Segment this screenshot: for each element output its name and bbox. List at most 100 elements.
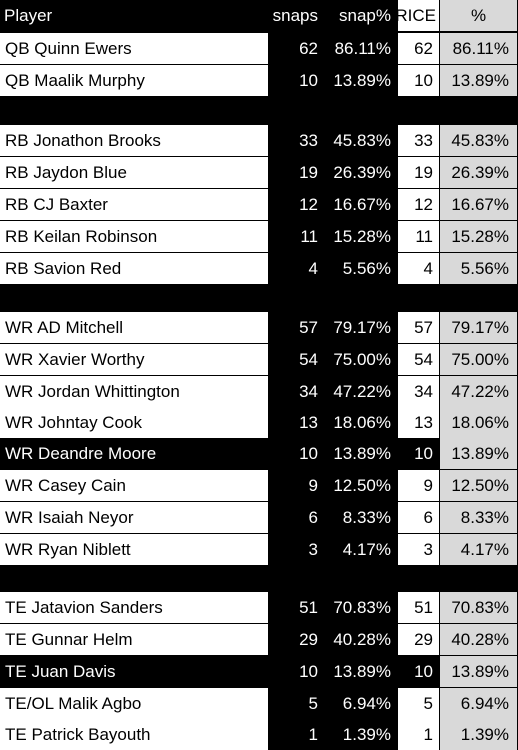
rice-pct-cell: 26.39% [440,157,518,188]
rice-cell: 4 [398,253,440,284]
table-row: TE Jatavion Sanders 51 70.83% 51 70.83% [0,592,518,623]
table-row: WR AD Mitchell 57 79.17% 57 79.17% [0,312,518,343]
table-row: RB Savion Red 4 5.56% 4 5.56% [0,253,518,284]
player-cell: TE Gunnar Helm [0,624,269,655]
rice-cell: 6 [398,502,440,533]
table-row: WR Isaiah Neyor 6 8.33% 6 8.33% [0,502,518,533]
snap-pct-cell: 6.94% [325,688,398,719]
player-cell: RB Savion Red [0,253,269,284]
header-snaps: snaps [269,0,325,31]
table-row: WR Casey Cain 9 12.50% 9 12.50% [0,470,518,501]
snaps-cell: 12 [269,189,325,220]
player-cell: TE Juan Davis [0,656,269,687]
player-cell: WR Deandre Moore [0,438,269,469]
rice-cell: 10 [398,438,440,469]
rice-cell: 3 [398,534,440,565]
snaps-cell: 13 [269,407,325,438]
player-cell: WR Ryan Niblett [0,534,269,565]
table-row: QB Quinn Ewers 62 86.11% 62 86.11% [0,33,518,64]
rice-pct-cell: 16.67% [440,189,518,220]
snap-pct-cell: 5.56% [325,253,398,284]
snaps-cell: 6 [269,502,325,533]
rice-cell: 9 [398,470,440,501]
rice-cell: 12 [398,189,440,220]
snaps-cell: 10 [269,65,325,96]
table-row: TE Juan Davis 10 13.89% 10 13.89% [0,656,518,687]
rice-pct-cell: 47.22% [440,376,518,407]
rice-cell: 54 [398,344,440,375]
snap-pct-cell: 79.17% [325,312,398,343]
rice-cell: 62 [398,33,440,64]
table-row: RB Keilan Robinson 11 15.28% 11 15.28% [0,221,518,252]
rice-pct-cell: 12.50% [440,470,518,501]
snaps-cell: 10 [269,656,325,687]
snap-pct-cell: 26.39% [325,157,398,188]
snaps-cell: 11 [269,221,325,252]
player-cell: WR Casey Cain [0,470,269,501]
snap-pct-cell: 70.83% [325,592,398,623]
player-cell: RB Jonathon Brooks [0,125,269,156]
table-row: RB CJ Baxter 12 16.67% 12 16.67% [0,189,518,220]
rice-cell: 1 [398,719,440,750]
rice-pct-cell: 6.94% [440,688,518,719]
rice-cell: 10 [398,65,440,96]
rice-pct-cell: 4.17% [440,534,518,565]
snap-pct-cell: 86.11% [325,33,398,64]
header-snap-pct: snap% [325,0,398,31]
table-row: TE/OL Malik Agbo 5 6.94% 5 6.94% [0,688,518,719]
player-cell: QB Quinn Ewers [0,33,269,64]
snaps-cell: 10 [269,438,325,469]
rice-cell: 29 [398,624,440,655]
rice-pct-cell: 40.28% [440,624,518,655]
table-row: TE Patrick Bayouth 1 1.39% 1 1.39% [0,719,518,750]
snap-pct-cell: 1.39% [325,719,398,750]
table-row: QB Maalik Murphy 10 13.89% 10 13.89% [0,65,518,96]
snaps-cell: 54 [269,344,325,375]
snaps-cell: 3 [269,534,325,565]
player-cell: RB Jaydon Blue [0,157,269,188]
table-row: TE Gunnar Helm 29 40.28% 29 40.28% [0,624,518,655]
rice-pct-cell: 18.06% [440,407,518,438]
header-rice-pct: % [440,0,518,31]
snaps-cell: 1 [269,719,325,750]
rice-cell: 10 [398,656,440,687]
rice-pct-cell: 8.33% [440,502,518,533]
rice-pct-cell: 1.39% [440,719,518,750]
snap-pct-cell: 12.50% [325,470,398,501]
rice-cell: 19 [398,157,440,188]
table-row: WR Deandre Moore 10 13.89% 10 13.89% [0,438,518,469]
snap-pct-cell: 18.06% [325,407,398,438]
table-row: WR Ryan Niblett 3 4.17% 3 4.17% [0,534,518,565]
snaps-cell: 34 [269,376,325,407]
player-cell: WR Isaiah Neyor [0,502,269,533]
rice-cell: 11 [398,221,440,252]
snaps-cell: 4 [269,253,325,284]
player-cell: WR AD Mitchell [0,312,269,343]
rice-pct-cell: 70.83% [440,592,518,623]
snap-pct-cell: 13.89% [325,65,398,96]
player-cell: RB CJ Baxter [0,189,269,220]
player-cell: TE Jatavion Sanders [0,592,269,623]
snaps-cell: 19 [269,157,325,188]
rice-cell: 5 [398,688,440,719]
table-row: RB Jonathon Brooks 33 45.83% 33 45.83% [0,125,518,156]
rice-cell: 57 [398,312,440,343]
snap-pct-cell: 47.22% [325,376,398,407]
rice-pct-cell: 13.89% [440,65,518,96]
snaps-cell: 51 [269,592,325,623]
player-cell: WR Johntay Cook [0,407,269,438]
snap-pct-cell: 13.89% [325,656,398,687]
snaps-cell: 33 [269,125,325,156]
player-cell: QB Maalik Murphy [0,65,269,96]
rice-pct-cell: 75.00% [440,344,518,375]
table-row: WR Xavier Worthy 54 75.00% 54 75.00% [0,344,518,375]
rice-cell: 51 [398,592,440,623]
snap-pct-cell: 40.28% [325,624,398,655]
snaps-cell: 62 [269,33,325,64]
rice-pct-cell: 45.83% [440,125,518,156]
table-row: RB Jaydon Blue 19 26.39% 19 26.39% [0,157,518,188]
player-cell: RB Keilan Robinson [0,221,269,252]
snap-pct-cell: 8.33% [325,502,398,533]
snap-pct-cell: 13.89% [325,438,398,469]
